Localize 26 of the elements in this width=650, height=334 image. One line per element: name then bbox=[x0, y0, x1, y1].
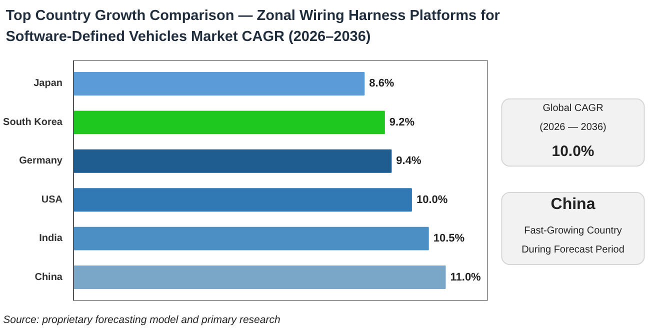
y-tick-label: Germany bbox=[19, 156, 63, 167]
y-tick-label: Japan bbox=[34, 78, 63, 90]
text: China bbox=[550, 196, 596, 213]
y-tick-label: USA bbox=[41, 194, 63, 206]
bar bbox=[74, 226, 429, 250]
data-label: 10.5% bbox=[433, 232, 465, 245]
data-label: 8.6% bbox=[369, 78, 394, 90]
bar bbox=[74, 72, 365, 96]
bar bbox=[74, 188, 412, 212]
text: Global CAGR bbox=[542, 103, 604, 114]
text: 10.0% bbox=[552, 143, 594, 160]
chart-title: Top Country Growth Comparison — Zonal Wiring Harness Platforms for Software-Defined Vehicles Market CAGR (2026–2036) bbox=[6, 8, 500, 45]
bar bbox=[74, 110, 385, 134]
y-tick-label: India bbox=[39, 233, 63, 244]
text: Fast-Growing Country bbox=[524, 225, 622, 236]
source-note: Source: proprietary forecasting model and primary research bbox=[3, 314, 280, 326]
data-label: 10.0% bbox=[416, 194, 448, 206]
text: During Forecast Period bbox=[522, 244, 624, 256]
data-label: 11.0% bbox=[450, 271, 482, 284]
data-label: 9.4% bbox=[396, 155, 422, 168]
bar bbox=[74, 149, 392, 173]
y-tick-label: South Korea bbox=[3, 116, 63, 128]
data-label: 9.2% bbox=[389, 116, 415, 128]
y-tick-label: China bbox=[34, 272, 63, 283]
bar bbox=[74, 266, 446, 289]
text: (2026 — 2036) bbox=[540, 122, 606, 134]
